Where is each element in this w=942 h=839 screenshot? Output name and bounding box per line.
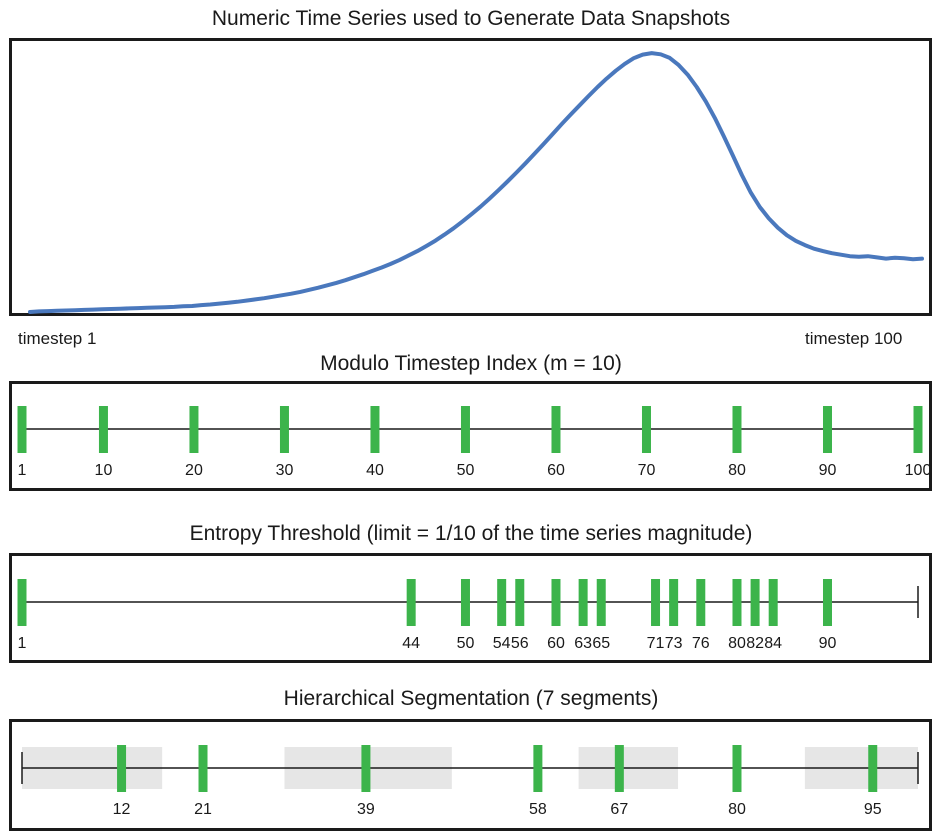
entropy-panel-title: Entropy Threshold (limit = 1/10 of the t… — [189, 522, 753, 545]
entropy-marker-label: 56 — [511, 635, 529, 652]
series-line — [28, 51, 924, 314]
entropy-marker — [696, 579, 706, 626]
entropy-panel — [9, 553, 932, 663]
modulo-marker — [279, 406, 289, 453]
entropy-marker — [669, 579, 679, 626]
entropy-marker-label: 63 — [574, 635, 592, 652]
modulo-marker-label: 60 — [547, 462, 565, 479]
modulo-marker — [17, 406, 27, 453]
series-panel — [9, 38, 932, 316]
entropy-marker-label: 80 — [728, 635, 746, 652]
entropy-marker-label: 1 — [18, 635, 27, 652]
hierarchical-marker — [614, 745, 624, 792]
hierarchical-marker-label: 58 — [529, 801, 547, 818]
entropy-marker — [551, 579, 561, 626]
entropy-marker — [497, 579, 507, 626]
entropy-marker — [515, 579, 525, 626]
modulo-marker-label: 40 — [366, 462, 384, 479]
entropy-marker — [732, 579, 742, 626]
hierarchical-marker-label: 80 — [728, 801, 746, 818]
modulo-marker-label: 10 — [95, 462, 113, 479]
modulo-marker-label: 20 — [185, 462, 203, 479]
entropy-marker — [17, 579, 27, 626]
hierarchical-marker — [732, 745, 742, 792]
entropy-marker — [578, 579, 588, 626]
entropy-marker-label: 50 — [457, 635, 475, 652]
entropy-marker — [651, 579, 661, 626]
entropy-marker-label: 82 — [746, 635, 764, 652]
series-end-label: timestep 100 — [805, 329, 903, 348]
entropy-marker-label: 71 — [647, 635, 665, 652]
modulo-marker-label: 50 — [457, 462, 475, 479]
modulo-marker — [189, 406, 199, 453]
modulo-marker — [732, 406, 742, 453]
modulo-panel-title: Modulo Timestep Index (m = 10) — [320, 352, 622, 375]
modulo-marker — [641, 406, 651, 453]
hierarchical-marker-label: 21 — [194, 801, 212, 818]
hierarchical-marker — [361, 745, 371, 792]
entropy-marker-label: 84 — [764, 635, 782, 652]
hierarchical-marker-label: 95 — [864, 801, 882, 818]
modulo-marker-label: 100 — [905, 462, 932, 479]
modulo-marker — [370, 406, 380, 453]
entropy-marker — [460, 579, 470, 626]
hierarchical-marker — [868, 745, 878, 792]
entropy-marker-label: 44 — [402, 635, 420, 652]
modulo-marker-label: 1 — [18, 462, 27, 479]
hierarchical-marker — [117, 745, 127, 792]
modulo-marker-label: 70 — [638, 462, 656, 479]
entropy-marker — [596, 579, 606, 626]
hierarchical-marker — [533, 745, 543, 792]
entropy-marker-label: 76 — [692, 635, 710, 652]
entropy-marker-label: 60 — [547, 635, 565, 652]
modulo-marker — [913, 406, 923, 453]
entropy-marker-label: 90 — [819, 635, 837, 652]
entropy-marker-label: 73 — [665, 635, 683, 652]
entropy-marker-label: 65 — [592, 635, 610, 652]
modulo-marker-label: 80 — [728, 462, 746, 479]
hierarchical-marker-label: 39 — [357, 801, 375, 818]
entropy-marker — [768, 579, 778, 626]
modulo-marker — [98, 406, 108, 453]
hierarchical-marker — [198, 745, 208, 792]
modulo-marker-label: 30 — [276, 462, 294, 479]
series-start-label: timestep 1 — [18, 329, 97, 348]
hierarchical-marker-label: 12 — [113, 801, 131, 818]
modulo-marker — [822, 406, 832, 453]
entropy-marker — [750, 579, 760, 626]
modulo-panel — [9, 381, 932, 491]
modulo-marker-label: 90 — [819, 462, 837, 479]
modulo-marker — [460, 406, 470, 453]
entropy-marker — [406, 579, 416, 626]
series-panel-title: Numeric Time Series used to Generate Dat… — [211, 7, 731, 30]
hierarchical-marker-label: 67 — [610, 801, 628, 818]
entropy-marker-label: 54 — [493, 635, 511, 652]
hierarchical-panel-title: Hierarchical Segmentation (7 segments) — [283, 687, 659, 710]
entropy-marker — [822, 579, 832, 626]
modulo-marker — [551, 406, 561, 453]
